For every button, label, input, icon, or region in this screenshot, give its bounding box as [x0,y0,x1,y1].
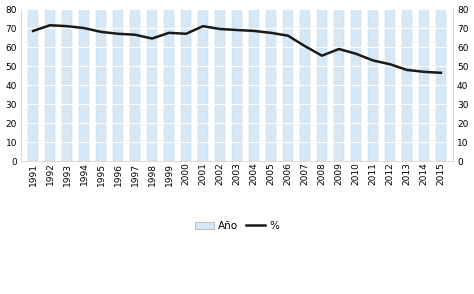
Bar [351,9,361,161]
Bar [436,9,446,161]
Bar [198,9,208,161]
Bar [385,9,394,161]
Bar [182,9,191,161]
Bar [96,9,106,161]
Bar [28,9,38,161]
Bar [266,9,276,161]
Bar [164,9,173,161]
Bar [80,9,89,161]
Bar [317,9,327,161]
Bar [232,9,242,161]
Bar [147,9,157,161]
Bar [46,9,55,161]
Bar [215,9,225,161]
Bar [368,9,378,161]
Bar [301,9,310,161]
Bar [419,9,428,161]
Bar [402,9,411,161]
Bar [130,9,140,161]
Bar [63,9,72,161]
Bar [113,9,123,161]
Bar [334,9,344,161]
Legend: Año, %: Año, % [191,217,283,235]
Bar [249,9,259,161]
Bar [283,9,292,161]
